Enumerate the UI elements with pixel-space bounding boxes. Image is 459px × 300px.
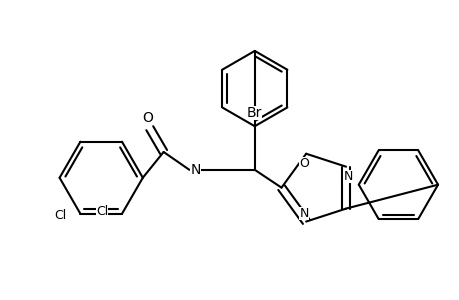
Text: N: N [299, 207, 308, 220]
Text: Cl: Cl [54, 209, 67, 222]
Text: Cl: Cl [95, 205, 108, 218]
Text: N: N [342, 170, 352, 183]
Text: Br: Br [246, 106, 262, 120]
Text: O: O [299, 157, 308, 170]
Text: O: O [142, 111, 153, 125]
Text: N: N [190, 163, 200, 177]
